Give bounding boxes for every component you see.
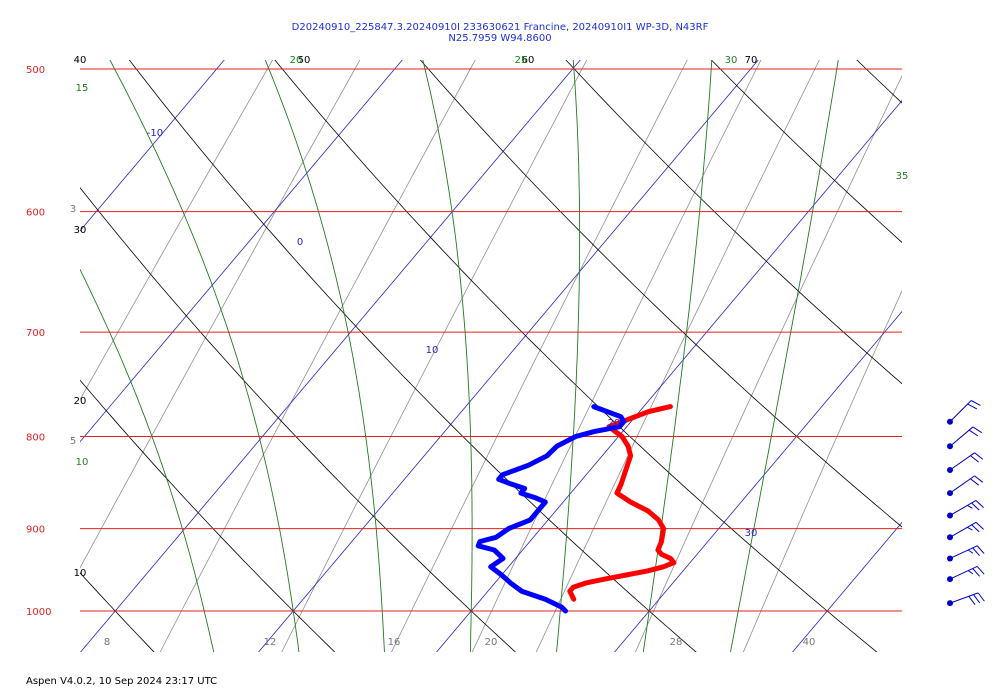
wind-barb — [947, 565, 985, 583]
wind-barb — [947, 521, 984, 541]
pressure-tick-label: 600 — [26, 208, 45, 219]
wind-barb-dot — [947, 600, 953, 607]
moist-adiabat-label: 15 — [76, 83, 89, 94]
isotherm-line — [942, 0, 1000, 686]
dewpoint-trace — [475, 404, 627, 614]
moist-adiabat-line — [730, 60, 839, 652]
mixing-ratio-line — [635, 74, 902, 652]
isotherm-label: 0 — [297, 237, 303, 248]
wind-barb-column — [947, 400, 985, 607]
mixing-ratio-line — [80, 60, 274, 401]
wind-barb — [947, 592, 985, 607]
pressure-tick-label: 800 — [26, 433, 45, 444]
moist-adiabat-label: 20 — [290, 55, 303, 66]
moist-adiabat-line — [80, 268, 215, 652]
dry-adiabat-line — [419, 60, 902, 528]
dry-adiabat-line — [80, 572, 155, 652]
mixing-ratio-line — [159, 60, 476, 652]
wind-barb-dot — [947, 555, 953, 562]
mixing-ratio-label: 40 — [803, 637, 816, 648]
wind-barb-dot — [947, 576, 953, 583]
chart-title-line1: D20240910_225847.3.20240910I 233630621 F… — [291, 22, 709, 33]
isotherm-line — [436, 99, 902, 652]
dry-adiabat-line — [565, 60, 902, 385]
mixing-ratio-line — [742, 289, 902, 652]
moist-adiabat-line — [556, 60, 581, 652]
moist-adiabat-label: 25 — [515, 55, 528, 66]
dry-adiabat-line — [80, 379, 336, 652]
isotherm-label: 30 — [745, 528, 758, 539]
wind-barb — [947, 400, 981, 425]
wind-barb-dot — [947, 418, 953, 425]
isotherm-line — [80, 60, 225, 232]
wind-barb-dot — [947, 512, 953, 519]
moist-adiabat-label: 35 — [896, 171, 909, 182]
pressure-tick-label: 1000 — [26, 607, 51, 618]
moist-adiabat-line — [422, 60, 473, 652]
mixing-ratio-label: 28 — [670, 637, 683, 648]
isotherm-line — [80, 60, 581, 652]
mixing-ratio-label: 20 — [485, 637, 498, 648]
pressure-tick-label: 700 — [26, 328, 45, 339]
mixing-ratio-side-label: 3 — [70, 204, 76, 215]
isotherm-label: -10 — [147, 128, 163, 139]
mixing-ratio-label: 16 — [388, 637, 401, 648]
mixing-ratio-label: 8 — [104, 637, 110, 648]
wind-barb — [947, 452, 984, 473]
dry-adiabat-label: 20 — [74, 396, 87, 407]
mixing-ratio-line — [471, 60, 762, 652]
moist-adiabat-label: 10 — [76, 457, 89, 468]
chart-title-line2: N25.7959 W94.8600 — [448, 33, 552, 44]
dry-adiabat-label: 40 — [74, 55, 87, 66]
dry-adiabat-label: 30 — [74, 225, 87, 236]
moist-adiabat-label: 30 — [725, 55, 738, 66]
isotherm-line — [80, 60, 403, 443]
wind-barb-dot — [947, 534, 953, 541]
pressure-tick-label: 500 — [26, 65, 45, 76]
wind-barb-dot — [947, 490, 953, 497]
mixing-ratio-line — [391, 60, 688, 652]
chart-header: D20240910_225847.3.20240910I 233630621 F… — [0, 22, 1000, 44]
dry-adiabat-line — [710, 60, 902, 243]
dry-adiabat-label: 50 — [298, 55, 311, 66]
moist-adiabat-line — [109, 60, 300, 652]
dry-adiabat-line — [274, 60, 878, 652]
moist-adiabat-line — [264, 60, 385, 652]
dry-adiabat-label: 60 — [522, 55, 535, 66]
wind-barb — [947, 545, 985, 562]
mixing-ratio-line — [281, 60, 588, 652]
dry-adiabat-line — [80, 187, 516, 652]
wind-barb — [947, 475, 984, 497]
wind-barb — [947, 500, 984, 519]
moist-adiabat-line — [642, 60, 713, 652]
wind-barb-dot — [947, 466, 953, 473]
isotherm-label: 20 — [608, 418, 621, 429]
mixing-ratio-label: 12 — [264, 637, 277, 648]
isotherm-line — [792, 521, 902, 652]
mixing-ratio-line — [80, 60, 361, 569]
sounding-traces — [475, 404, 677, 614]
isotherm-line — [614, 310, 902, 652]
dry-adiabat-label: 10 — [74, 568, 87, 579]
isotherm-line — [0, 0, 108, 686]
dry-adiabat-line — [856, 60, 902, 104]
moist-adiabat-lines — [80, 60, 839, 652]
isobar-lines — [80, 68, 902, 612]
footer-version-text: Aspen V4.0.2, 10 Sep 2024 23:17 UTC — [26, 676, 218, 687]
wind-barb-dot — [947, 443, 953, 450]
isotherm-line — [258, 60, 759, 652]
dry-adiabat-label: 70 — [745, 55, 758, 66]
mixing-ratio-side-label: 5 — [70, 436, 76, 447]
isotherm-label: 10 — [426, 345, 439, 356]
pressure-tick-label: 900 — [26, 525, 45, 536]
temperature-trace — [567, 404, 677, 602]
dry-adiabat-line — [128, 60, 697, 652]
wind-barb — [947, 426, 982, 450]
